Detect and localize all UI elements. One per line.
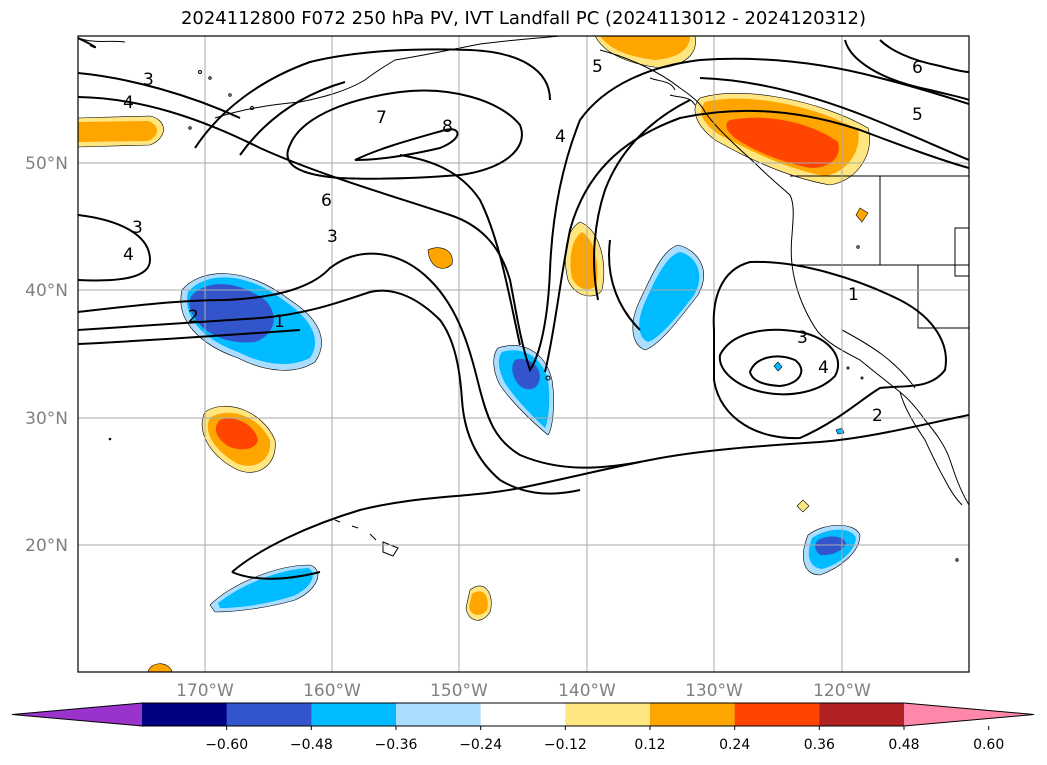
lat-label: 40°N — [25, 281, 68, 301]
colorbar-tick-label: 0.60 — [973, 737, 1004, 753]
gridlines — [78, 36, 969, 672]
pv-contours — [78, 37, 969, 580]
contour-label: 2 — [872, 406, 883, 426]
map-border — [77, 35, 970, 673]
colorbar-segment — [734, 703, 820, 726]
colorbar-segment — [819, 703, 905, 726]
colorbar-extend-low — [12, 703, 142, 726]
contour-label: 3 — [143, 70, 154, 90]
lat-label: 20°N — [25, 536, 68, 556]
colorbar-tick-label: −0.60 — [205, 737, 248, 753]
colorbar: −0.60 −0.48 −0.36 −0.24 −0.12 0.12 0.24 0.36 0.4… — [11, 702, 1035, 753]
colorbar-tick-label: −0.12 — [544, 737, 587, 753]
colorbar-segment — [650, 703, 736, 726]
lon-label: 160°W — [303, 681, 361, 701]
colorbar-tick-label: −0.36 — [375, 737, 418, 753]
contour-label: 3 — [797, 328, 808, 348]
contour-label: 6 — [321, 191, 332, 211]
colorbar-segment — [396, 703, 482, 726]
contour-label: 3 — [132, 218, 143, 238]
contour-label: 5 — [912, 105, 923, 125]
colorbar-segment — [565, 703, 651, 726]
colorbar-tick-label: 0.12 — [634, 737, 665, 753]
contour-label: 4 — [555, 127, 566, 147]
colorbar-segment — [226, 703, 312, 726]
colorbar-tick-label: −0.24 — [459, 737, 502, 753]
colorbar-tick-label: 0.24 — [719, 737, 750, 753]
contour-label: 5 — [592, 57, 603, 77]
longitude-labels: 170°W 160°W 150°W 140°W 130°W 120°W — [176, 681, 871, 701]
colorbar-extend-high — [904, 703, 1034, 726]
contour-label: 7 — [376, 108, 387, 128]
contour-label: 2 — [188, 307, 199, 327]
contour-label: 8 — [442, 117, 453, 137]
lon-label: 140°W — [558, 681, 616, 701]
colorbar-outline — [11, 702, 1035, 727]
colorbar-tick-label: 0.48 — [888, 737, 919, 753]
latitude-labels: 50°N 40°N 30°N 20°N — [25, 154, 68, 556]
contour-label: 4 — [123, 245, 134, 265]
lon-label: 130°W — [685, 681, 743, 701]
anomaly-shading — [78, 36, 870, 672]
contour-label: 1 — [274, 312, 285, 332]
colorbar-segment — [311, 703, 397, 726]
lon-label: 120°W — [813, 681, 871, 701]
contour-label: 6 — [912, 58, 923, 78]
contour-label: 4 — [123, 93, 134, 113]
colorbar-segment — [142, 703, 228, 726]
lon-label: 170°W — [176, 681, 234, 701]
contour-label: 4 — [818, 358, 829, 378]
contour-label: 3 — [327, 227, 338, 247]
lon-label: 150°W — [430, 681, 488, 701]
lat-label: 50°N — [25, 154, 68, 174]
colorbar-tick-label: 0.36 — [804, 737, 835, 753]
contour-label: 1 — [848, 285, 859, 305]
lat-label: 30°N — [25, 409, 68, 429]
colorbar-segment — [480, 703, 566, 726]
colorbar-tick-label: −0.48 — [290, 737, 333, 753]
contour-labels: 3 4 3 4 2 1 3 6 7 8 4 5 6 5 1 3 4 2 — [123, 57, 923, 426]
map-title: 2024112800 F072 250 hPa PV, IVT Landfall… — [180, 8, 867, 29]
